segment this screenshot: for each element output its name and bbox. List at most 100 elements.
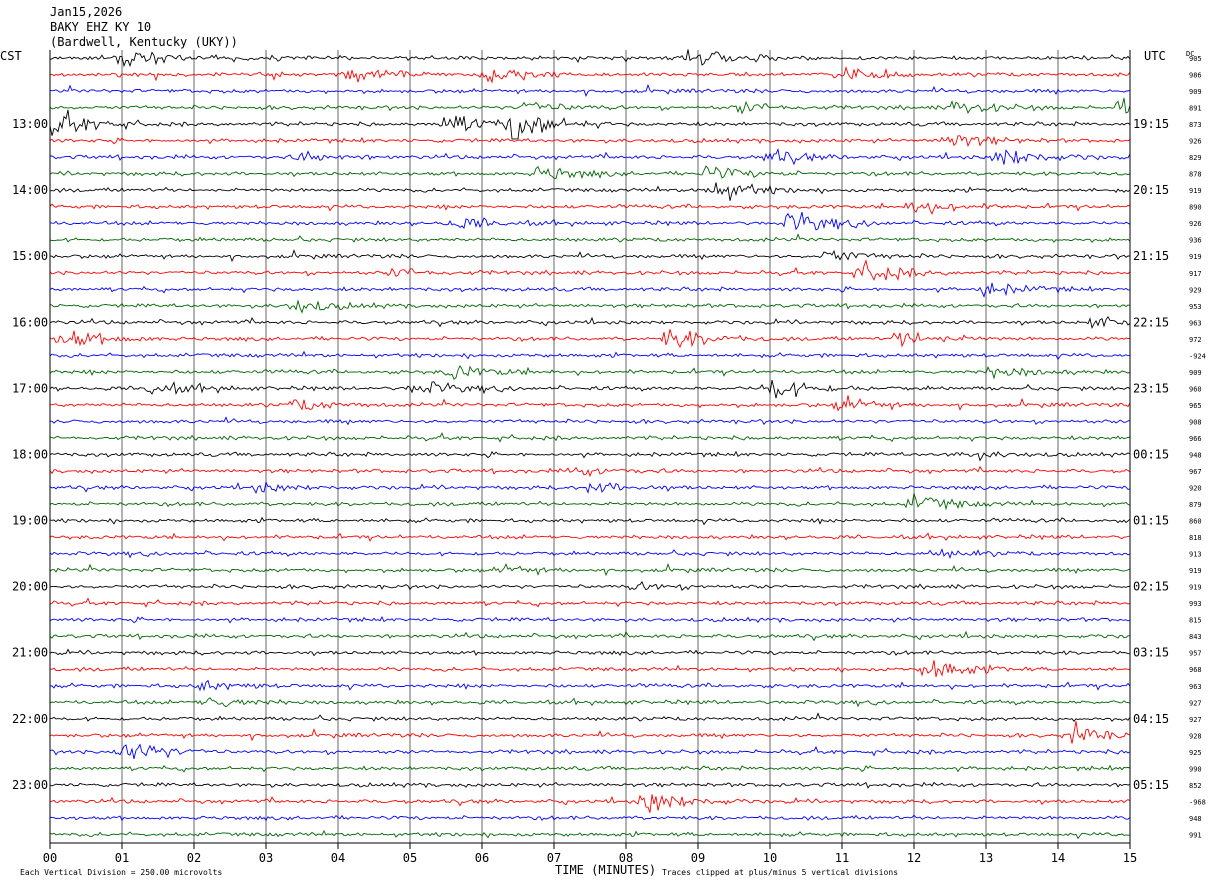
dc-offset-label-37: 968: [1189, 666, 1202, 674]
trace-line-44: [49, 781, 1131, 789]
left-hour-label-1: 14:00: [12, 183, 48, 197]
trace-line-46: [49, 814, 1131, 822]
trace-line-1: [49, 66, 1131, 84]
trace-line-16: [49, 315, 1131, 330]
left-hour-label-2: 15:00: [12, 249, 48, 263]
left-hour-label-7: 20:00: [12, 580, 48, 594]
trace-line-38: [49, 679, 1131, 692]
trace-line-4: [49, 109, 1131, 140]
dc-offset-label-15: 953: [1189, 303, 1202, 311]
dc-offset-label-13: 917: [1189, 270, 1202, 278]
trace-line-2: [49, 83, 1131, 97]
trace-line-0: [49, 49, 1131, 68]
dc-offset-label-34: 815: [1189, 617, 1202, 625]
dc-offset-label-24: 948: [1189, 451, 1202, 459]
trace-line-5: [49, 135, 1131, 148]
x-tick-label-15: 15: [1123, 851, 1137, 865]
dc-offset-label-20: 960: [1189, 385, 1202, 393]
x-tick-label-10: 10: [763, 851, 777, 865]
dc-offset-label-42: 925: [1189, 749, 1202, 757]
dc-offset-label-40: 927: [1189, 716, 1202, 724]
dc-offset-label-47: 991: [1189, 831, 1202, 839]
right-hour-label-7: 02:15: [1133, 580, 1169, 594]
trace-line-20: [49, 379, 1131, 399]
clip-note: Traces clipped at plus/minus 5 vertical …: [662, 868, 898, 877]
dc-offset-label-45: -968: [1189, 798, 1206, 806]
dc-offset-label-10: 926: [1189, 220, 1202, 228]
x-tick-label-08: 08: [619, 851, 633, 865]
trace-line-23: [49, 432, 1131, 443]
trace-line-37: [50, 660, 1131, 678]
left-hour-label-5: 18:00: [12, 447, 48, 461]
dc-offset-label-8: 919: [1189, 187, 1202, 195]
dc-offset-label-2: 909: [1189, 88, 1202, 96]
dc-offset-label-31: 919: [1189, 567, 1202, 575]
x-axis-title: TIME (MINUTES): [555, 863, 656, 877]
dc-offset-label-38: 963: [1189, 683, 1202, 691]
trace-line-26: [49, 480, 1131, 495]
x-tick-label-14: 14: [1051, 851, 1065, 865]
dc-offset-label-17: 972: [1189, 336, 1202, 344]
trace-line-40: [49, 712, 1131, 723]
left-hour-label-0: 13:00: [12, 117, 48, 131]
dc-offset-label-16: 963: [1189, 319, 1202, 327]
axis-labels: 00 01 02 03 04 05 06 07 08 09 10 11 12 13 14 15 905 986 90…: [12, 55, 1206, 865]
seismic-traces: [49, 49, 1131, 840]
left-axis-label: CST: [0, 49, 22, 63]
dc-offset-label-39: 927: [1189, 699, 1202, 707]
trace-line-27: [49, 493, 1131, 511]
header-location: (Bardwell, Kentucky (UKY)): [50, 35, 238, 49]
trace-line-11: [49, 233, 1131, 243]
dc-offset-label-18: -924: [1189, 352, 1206, 360]
trace-line-19: [49, 364, 1131, 380]
dc-offset-label-21: 965: [1189, 402, 1202, 410]
dc-offset-label-44: 852: [1189, 782, 1202, 790]
trace-line-6: [49, 148, 1131, 166]
dc-offset-label-35: 843: [1189, 633, 1202, 641]
trace-line-3: [49, 97, 1131, 115]
trace-line-32: [49, 580, 1131, 591]
dc-offset-label-27: 879: [1189, 501, 1202, 509]
dc-label: DC: [1186, 50, 1194, 58]
left-hour-label-3: 16:00: [12, 315, 48, 329]
right-hour-label-1: 20:15: [1133, 183, 1169, 197]
dc-offset-label-41: 928: [1189, 732, 1202, 740]
right-hour-label-5: 00:15: [1133, 447, 1169, 461]
x-tick-label-02: 02: [187, 851, 201, 865]
dc-offset-label-7: 878: [1189, 171, 1202, 179]
dc-offset-label-22: 908: [1189, 418, 1202, 426]
trace-line-9: [49, 201, 1131, 215]
trace-line-33: [49, 597, 1131, 608]
trace-line-15: [49, 299, 1131, 314]
trace-line-25: [49, 465, 1131, 478]
trace-line-39: [49, 697, 1131, 708]
dc-offset-label-25: 967: [1189, 468, 1202, 476]
dc-offset-label-43: 990: [1189, 765, 1202, 773]
trace-line-42: [49, 743, 1131, 760]
trace-line-31: [49, 562, 1131, 577]
dc-offset-label-6: 829: [1189, 154, 1202, 162]
dc-offset-label-1: 986: [1189, 72, 1202, 80]
trace-line-43: [49, 764, 1131, 773]
left-hour-label-9: 22:00: [12, 712, 48, 726]
left-hour-label-4: 17:00: [12, 381, 48, 395]
trace-line-28: [49, 516, 1131, 526]
right-hour-label-9: 04:15: [1133, 712, 1169, 726]
dc-offset-label-12: 919: [1189, 253, 1202, 261]
x-tick-label-01: 01: [115, 851, 129, 865]
left-hour-label-8: 21:00: [12, 646, 48, 660]
scale-note: Each Vertical Division = 250.00 microvol…: [20, 868, 222, 877]
x-tick-label-00: 00: [43, 851, 57, 865]
x-tick-label-04: 04: [331, 851, 345, 865]
dc-offset-label-29: 818: [1189, 534, 1202, 542]
trace-line-30: [49, 548, 1131, 560]
time-gridlines: [49, 50, 1131, 849]
dc-offset-label-9: 890: [1189, 204, 1202, 212]
trace-line-21: [49, 395, 1131, 412]
trace-line-13: [49, 259, 1131, 281]
trace-line-12: [49, 249, 1130, 263]
x-tick-label-06: 06: [475, 851, 489, 865]
trace-line-7: [49, 165, 1131, 180]
header-station: BAKY EHZ KY 10: [50, 20, 152, 34]
